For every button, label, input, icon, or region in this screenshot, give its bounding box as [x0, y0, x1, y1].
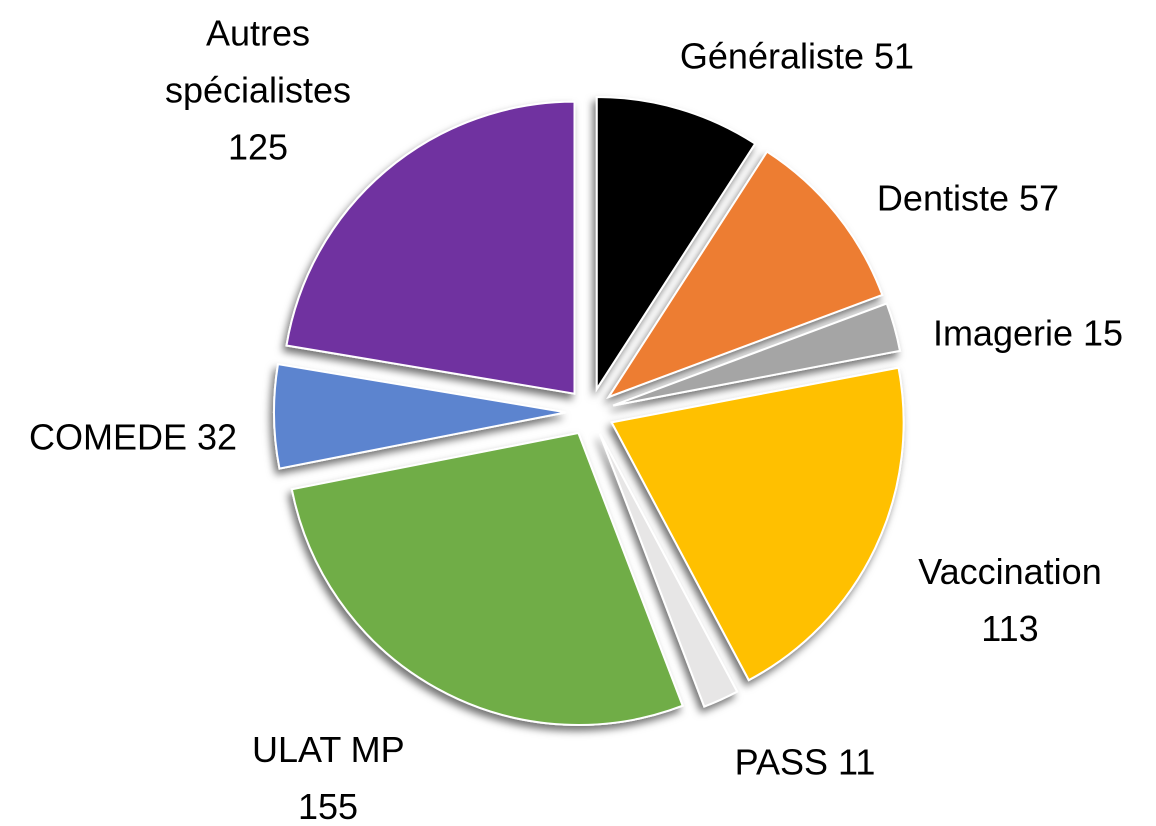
pie-slice	[612, 302, 902, 407]
pie-slice	[599, 433, 739, 708]
pie-slice	[273, 362, 567, 470]
slice-label: Imagerie 15	[898, 305, 1156, 362]
slice-label: COMEDE 32	[3, 409, 263, 466]
category-label: Dentiste	[876, 177, 1009, 219]
slice-label: ULAT MP 155	[228, 721, 428, 826]
pie-slice	[290, 431, 684, 726]
value-label: 125	[227, 126, 289, 168]
slice-label: Dentiste 57	[808, 170, 1128, 227]
category-label: COMEDE	[28, 416, 187, 458]
slice-label: PASS 11	[695, 734, 915, 791]
category-label: Imagerie	[932, 312, 1073, 354]
value-label: 113	[981, 608, 1039, 649]
category-label: Vaccination	[918, 551, 1102, 592]
slice-label: Autres spécialistes 125	[143, 5, 373, 176]
value-label: 11	[838, 741, 876, 783]
pie-slice	[285, 100, 576, 395]
value-label: 51	[874, 35, 915, 77]
category-label: ULAT MP	[251, 729, 405, 770]
pie-slice	[606, 150, 884, 399]
category-label: PASS	[734, 741, 828, 783]
value-label: 57	[1019, 177, 1060, 219]
pie-slice	[610, 366, 905, 682]
slice-label: Vaccination 113	[890, 543, 1130, 657]
slice-label: Généraliste 51	[677, 28, 917, 85]
value-label: 155	[297, 786, 359, 826]
pie-slice	[595, 95, 757, 393]
category-label: Autres spécialistes	[164, 12, 352, 111]
category-label: Généraliste	[679, 35, 865, 77]
value-label: 15	[1083, 312, 1124, 354]
value-label: 32	[196, 416, 238, 458]
